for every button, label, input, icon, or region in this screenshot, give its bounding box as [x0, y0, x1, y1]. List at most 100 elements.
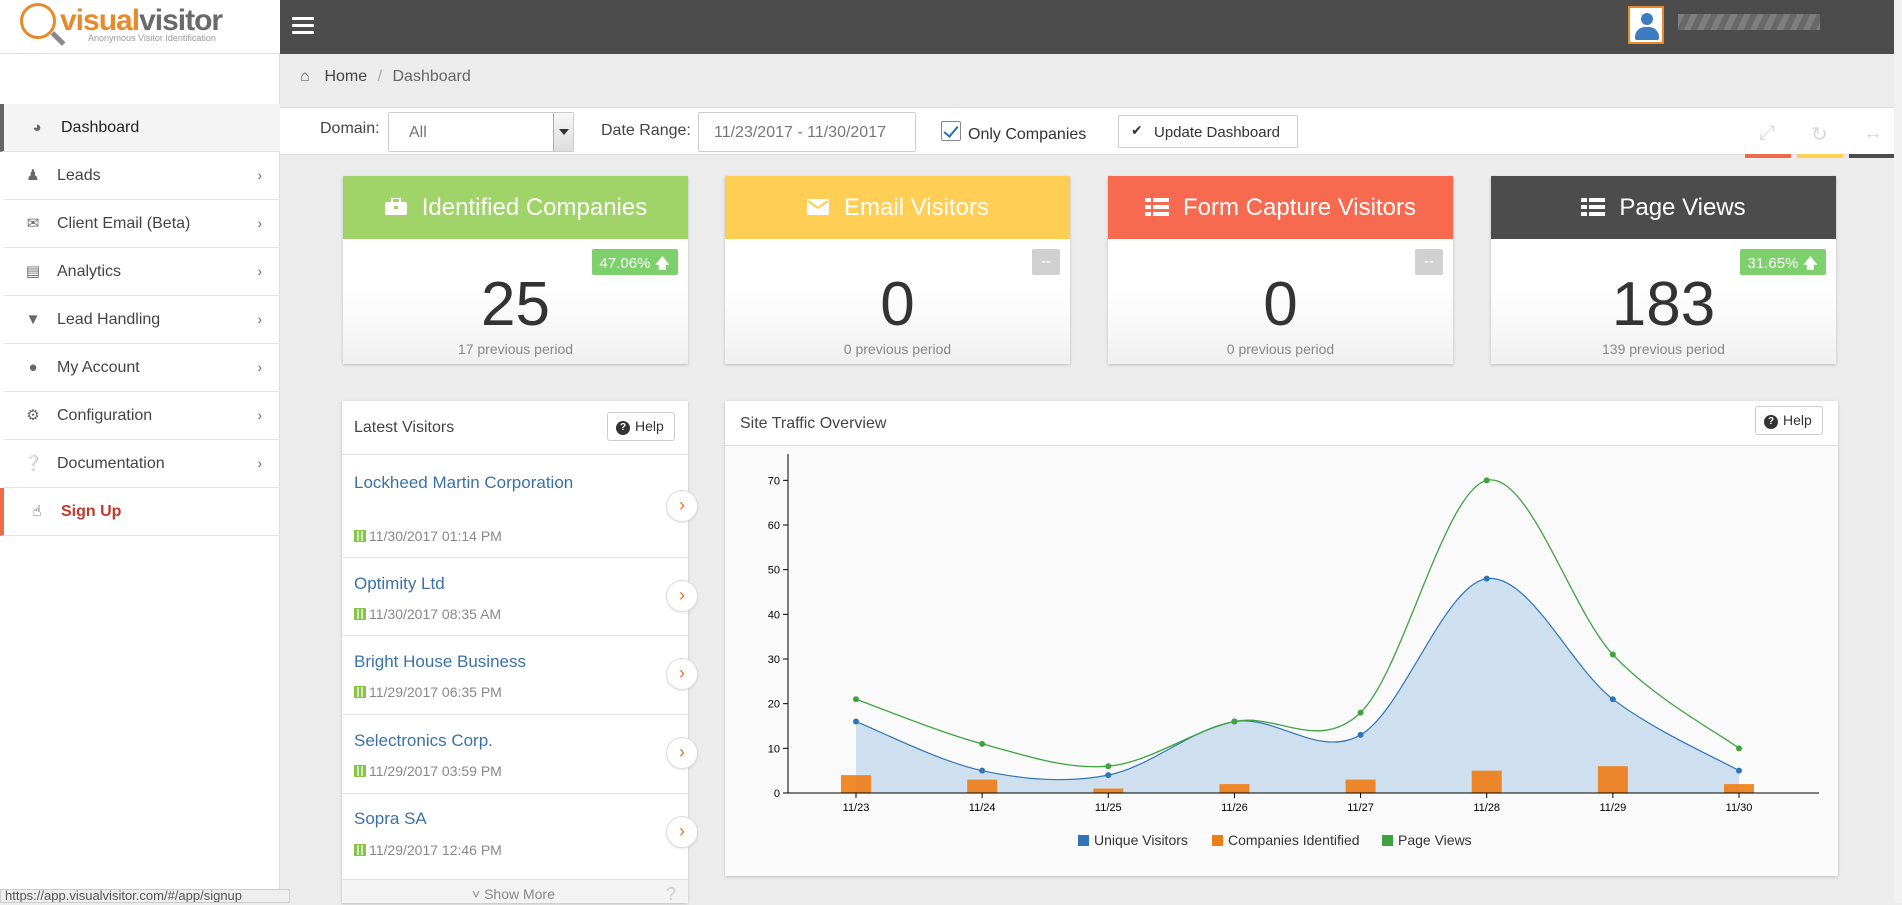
refresh-control[interactable]: ↻ — [1797, 118, 1843, 158]
trend-badge: 47.06% 🡅 — [591, 249, 678, 275]
date-range-input[interactable]: 11/23/2017 - 11/30/2017 — [698, 112, 916, 152]
site-traffic-chart: 0 10 20 30 40 50 60 70 11/23 11/24 11/25 11/26 11/27… — [768, 454, 1819, 814]
visitor-name-link[interactable]: Sopra SA — [354, 809, 427, 828]
question-icon[interactable]: ? — [665, 884, 676, 904]
companies-identified-bar — [1093, 788, 1124, 793]
chevron-right-icon: › — [257, 311, 262, 327]
companies-identified-bar — [1345, 779, 1376, 793]
y-tick-label: 0 — [774, 788, 780, 800]
top-bar: visualvisitor Anonymous Visitor Identifi… — [0, 0, 1902, 54]
domain-select[interactable]: All — [388, 112, 574, 152]
x-tick-label: 11/30 — [1726, 802, 1753, 814]
collapse-control[interactable]: ↔ — [1849, 118, 1895, 158]
sidebar-item-leads[interactable]: ♟ Leads › — [4, 152, 280, 200]
chevron-right-icon: › — [257, 263, 262, 279]
logo[interactable]: visualvisitor Anonymous Visitor Identifi… — [0, 0, 280, 54]
legend-label: Page Views — [1398, 832, 1472, 848]
breadcrumb-current: Dashboard — [392, 68, 471, 85]
user-name-redacted[interactable] — [1678, 14, 1820, 30]
chevron-down-icon: ˅ — [472, 886, 481, 902]
user-avatar[interactable] — [1628, 6, 1664, 44]
card-value: 183 — [1611, 270, 1716, 339]
sidebar-item-label: My Account — [57, 359, 140, 376]
visitor-name-link[interactable]: Selectronics Corp. — [354, 731, 493, 750]
companies-identified-bar — [1219, 784, 1250, 793]
chevron-right-icon[interactable]: › — [666, 490, 698, 522]
hamburger-menu-icon[interactable] — [292, 17, 314, 37]
breadcrumb: ⌂ Home / Dashboard — [300, 68, 471, 86]
visitor-name-link[interactable]: Bright House Business — [354, 652, 526, 671]
arrow-up-icon: 🡅 — [1802, 255, 1818, 272]
unique-visitors-point — [1609, 696, 1616, 703]
fullscreen-control[interactable]: ⤢ — [1745, 118, 1791, 158]
x-tick-label: 11/25 — [1095, 802, 1122, 814]
visitor-name-link[interactable]: Lockheed Martin Corporation — [354, 473, 574, 492]
legend-label: Companies Identified — [1228, 832, 1360, 848]
legend-page-views[interactable]: Page Views — [1382, 832, 1472, 848]
dropdown-arrow-icon[interactable] — [553, 113, 573, 151]
card-title: Identified Companies — [421, 194, 648, 221]
chevron-right-icon: › — [257, 407, 262, 423]
refresh-icon: ↻ — [1811, 124, 1828, 146]
update-dashboard-button[interactable]: ✔ Update Dashboard — [1118, 115, 1298, 148]
sidebar-item-analytics[interactable]: ▤ Analytics › — [4, 248, 280, 296]
card-value: 0 — [880, 270, 915, 339]
chevron-right-icon[interactable]: › — [666, 816, 698, 848]
thumbs-up-icon: ☝ — [32, 503, 42, 520]
sidebar-item-my-account[interactable]: ● My Account › — [4, 344, 280, 392]
visitor-date: 11/29/2017 12:46 PM — [354, 842, 502, 858]
breadcrumb-separator: / — [377, 68, 383, 85]
card-header: Identified Companies — [343, 176, 688, 239]
only-companies-checkbox[interactable] — [941, 121, 961, 141]
date-range-label: Date Range: — [601, 122, 691, 139]
card-header: Form Capture Visitors — [1108, 176, 1453, 239]
page-views-point — [1736, 745, 1742, 752]
site-traffic-help-button[interactable]: ? Help — [1755, 406, 1823, 435]
sidebar-item-lead-handling[interactable]: ▼ Lead Handling › — [4, 296, 280, 344]
x-tick-label: 11/24 — [969, 802, 996, 814]
visitor-date: 11/29/2017 06:35 PM — [354, 684, 502, 700]
latest-visitors-help-button[interactable]: ? Help — [607, 412, 675, 441]
only-companies-label[interactable]: Only Companies — [968, 126, 1087, 143]
page-views-point — [853, 696, 859, 703]
sidebar-item-configuration[interactable]: ⚙ Configuration › — [4, 392, 280, 440]
card-previous-period: 17 previous period — [457, 341, 574, 357]
breadcrumb-home-link[interactable]: Home — [324, 68, 368, 85]
sidebar-item-label: Leads — [57, 167, 101, 184]
sidebar-item-label: Analytics — [57, 263, 122, 280]
browser-status-url: https://app.visualvisitor.com/#/app/sign… — [0, 889, 290, 903]
home-icon[interactable]: ⌂ — [300, 68, 310, 85]
legend-unique-visitors[interactable]: Unique Visitors — [1078, 832, 1188, 848]
help-label: Help — [1783, 412, 1812, 428]
chevron-right-icon: › — [257, 167, 262, 183]
card-email-visitors[interactable]: Email Visitors -- 0 0 previous period — [725, 176, 1070, 364]
sidebar-item-client-email[interactable]: ✉ Client Email (Beta) › — [4, 200, 280, 248]
list-item: Optimity Ltd 11/30/2017 08:35 AM › — [342, 558, 698, 636]
show-more-bar: ˅ Show More ? — [342, 879, 688, 904]
card-identified-companies[interactable]: Identified Companies 47.06% 🡅 25 17 prev… — [343, 176, 688, 364]
users-icon: ♟ — [26, 167, 40, 184]
legend-companies-identified[interactable]: Companies Identified — [1212, 832, 1360, 848]
visitor-name-link[interactable]: Optimity Ltd — [354, 574, 445, 593]
show-more-button[interactable]: ˅ Show More — [472, 886, 555, 902]
list-item: Bright House Business 11/29/2017 06:35 P… — [342, 636, 698, 715]
sidebar-item-label: Lead Handling — [57, 311, 161, 328]
page-scrollbar[interactable] — [1894, 0, 1902, 903]
card-page-views[interactable]: Page Views 31.65% 🡅 183 139 previous per… — [1491, 176, 1836, 364]
visitor-date-text: 11/29/2017 03:59 PM — [369, 763, 502, 779]
card-form-capture-visitors[interactable]: Form Capture Visitors -- 0 0 previous pe… — [1108, 176, 1453, 364]
visitor-date-text: 11/30/2017 01:14 PM — [369, 528, 502, 544]
chevron-right-icon[interactable]: › — [666, 737, 698, 769]
sidebar-item-sign-up[interactable]: ☝ Sign Up — [0, 488, 280, 536]
sidebar-item-dashboard[interactable]: ◕ Dashboard — [0, 104, 280, 152]
chevron-right-icon[interactable]: › — [666, 580, 698, 612]
companies-identified-bar — [1597, 766, 1628, 793]
question-icon: ? — [1764, 415, 1778, 429]
envelope-icon: ✉ — [26, 215, 40, 232]
card-header: Page Views — [1491, 176, 1836, 239]
sidebar: ◕ Dashboard ♟ Leads › ✉ Client Email (Be… — [0, 54, 280, 903]
chevron-right-icon[interactable]: › — [666, 658, 698, 690]
sidebar-item-documentation[interactable]: ❔ Documentation › — [4, 440, 280, 488]
unique-visitors-area — [856, 578, 1739, 793]
arrow-up-icon: 🡅 — [654, 255, 670, 272]
